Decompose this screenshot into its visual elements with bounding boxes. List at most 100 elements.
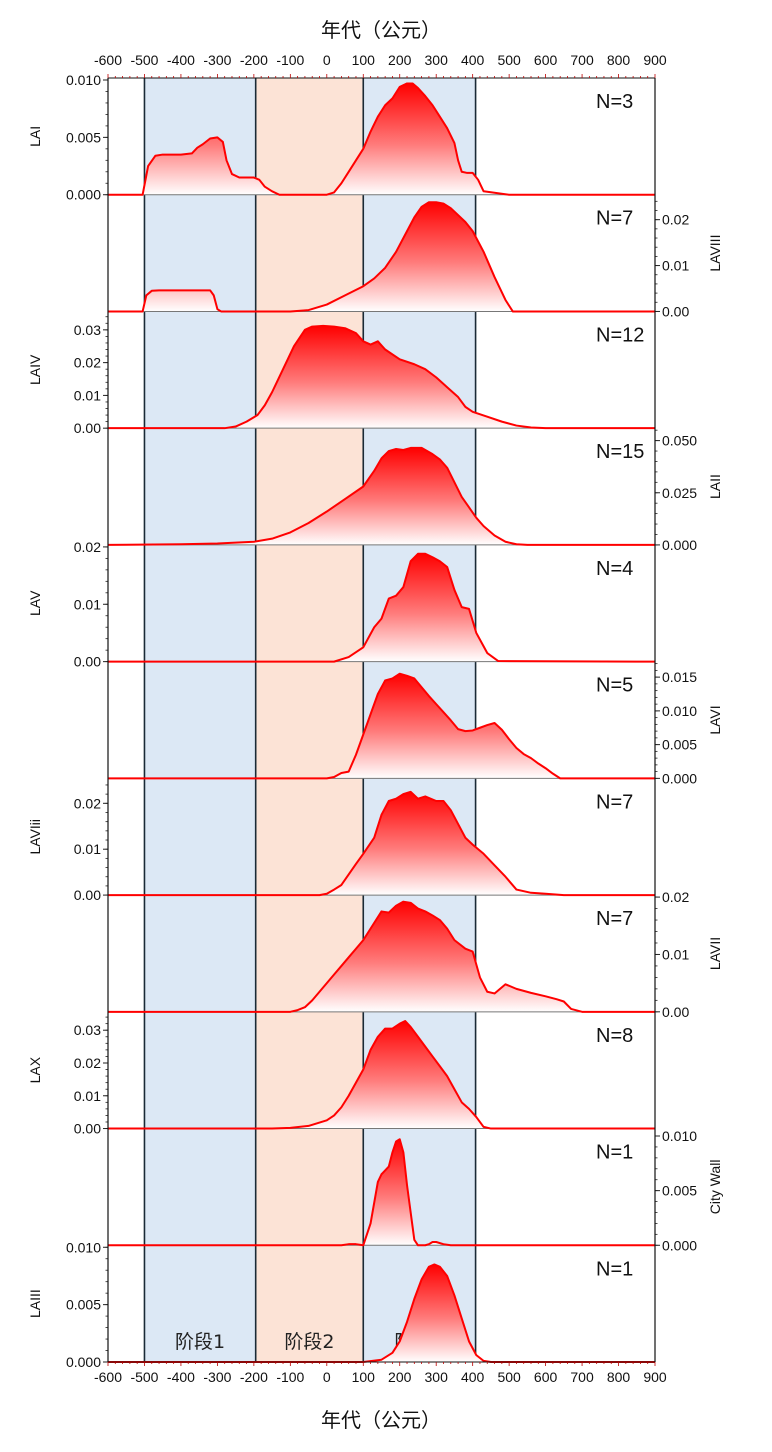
y-axis-label: LAIV [27,354,43,385]
y-axis-label: LAVIii [27,819,43,855]
x-tick-label-top: 500 [497,52,521,68]
sample-count-label: N=8 [596,1025,633,1047]
y-tick-label: 0.050 [662,433,697,449]
x-tick-label-bottom: 500 [497,1369,521,1385]
y-tick-label: 0.01 [74,596,101,612]
y-axis-label: LAII [707,474,723,499]
y-tick-label: 0.010 [662,1128,697,1144]
density-area [108,553,655,662]
y-tick-label: 0.03 [74,1022,101,1038]
sample-count-label: N=7 [596,208,633,230]
y-tick-label: 0.000 [66,1354,101,1370]
y-axis-label: LAVI [707,705,723,734]
y-tick-label: 0.01 [74,1088,101,1104]
x-tick-label-top: 300 [425,52,449,68]
sample-count-label: N=3 [596,91,633,113]
density-area [108,1021,655,1129]
sample-count-label: N=7 [596,908,633,930]
y-tick-label: 0.005 [66,129,101,145]
sample-count-label: N=5 [596,675,633,697]
stage-band-1 [144,78,256,1362]
y-tick-label: 0.00 [74,420,101,436]
x-tick-label-top: -400 [167,52,195,68]
x-tick-label-top: -600 [94,52,122,68]
x-tick-label-top: -500 [130,52,158,68]
y-axis-label: City Wall [707,1160,723,1215]
x-tick-label-top: 100 [352,52,376,68]
density-curve [108,1263,655,1363]
panel-laiv: N=12 [108,324,655,430]
x-axis-title-top: 年代（公元） [321,18,441,42]
density-area [108,325,655,429]
y-tick-label: 0.01 [74,387,101,403]
y-tick-label: 0.025 [662,485,697,501]
x-tick-label-bottom: -200 [240,1369,268,1385]
x-tick-label-bottom: 200 [388,1369,412,1385]
y-tick-label: 0.000 [662,1237,697,1253]
density-area [108,447,655,545]
panel-lavi: N=5 [108,672,655,780]
y-tick-label: 0.00 [662,303,689,319]
y-tick-label: 0.005 [662,737,697,753]
x-tick-label-bottom: 0 [323,1369,331,1385]
density-area [108,673,655,779]
x-tick-label-top: 800 [607,52,631,68]
y-axis-label: LAX [27,1056,43,1083]
y-tick-label: 0.00 [74,1121,101,1137]
sample-count-label: N=15 [596,441,644,463]
sample-count-label: N=12 [596,324,644,346]
density-area [108,901,655,1012]
x-tick-label-top: 400 [461,52,485,68]
y-tick-label: 0.00 [74,654,101,670]
panel-laviii: N=7 [108,790,655,897]
density-curve [108,1138,655,1247]
stage-label-2: 阶段2 [284,1331,334,1353]
x-axis-title-bottom: 年代（公元） [321,1408,441,1432]
x-tick-label-bottom: -600 [94,1369,122,1385]
x-tick-label-bottom: 100 [352,1369,376,1385]
x-tick-label-bottom: -100 [276,1369,304,1385]
y-tick-label: 0.010 [66,1239,101,1255]
y-axis-label: LAVIII [707,235,723,272]
density-area [108,202,655,312]
y-tick-label: 0.015 [662,669,697,685]
density-curve [107,446,655,546]
y-tick-label: 0.02 [74,355,101,371]
density-area [108,83,655,195]
axes: 0.0000.0050.010LAI0.000.010.02LAVIII0.00… [27,52,723,1385]
sample-count-label: N=1 [596,1258,633,1280]
y-tick-label: 0.02 [662,889,689,905]
density-curve [108,900,655,1013]
sample-count-label: N=4 [596,558,633,580]
y-axis-label: LAIII [27,1289,43,1318]
density-curve [108,552,656,663]
x-tick-label-bottom: 800 [607,1369,631,1385]
stage-band-2 [255,78,364,1362]
panel-lav: N=4 [108,552,656,663]
panels: N=3 N=7 N=12 N=15 N=4 N=5 N=7 N=7 N=8 N=1 N=1 [107,82,656,1363]
y-tick-label: 0.02 [662,212,689,228]
density-curve [108,82,655,196]
y-tick-label: 0.02 [74,539,101,555]
y-tick-label: 0.010 [662,703,697,719]
panel-laviii: N=7 [108,201,655,313]
y-tick-label: 0.01 [662,258,689,274]
panel-laii: N=15 [107,441,655,546]
x-tick-label-top: 600 [534,52,558,68]
sample-count-label: N=7 [596,791,633,813]
y-tick-label: 0.005 [662,1183,697,1199]
density-curve [108,790,655,897]
y-tick-label: 0.03 [74,322,101,338]
y-tick-label: 0.02 [74,795,101,811]
y-axis-label: LAV [27,590,43,616]
x-tick-label-top: 0 [323,52,331,68]
y-tick-label: 0.02 [74,1055,101,1071]
x-tick-label-bottom: 600 [534,1369,558,1385]
x-tick-label-top: 200 [388,52,412,68]
y-tick-label: 0.000 [66,187,101,203]
x-tick-label-top: 900 [643,52,667,68]
panel-lavii: N=7 [108,900,655,1013]
y-tick-label: 0.00 [662,1004,689,1020]
x-tick-label-top: -200 [240,52,268,68]
